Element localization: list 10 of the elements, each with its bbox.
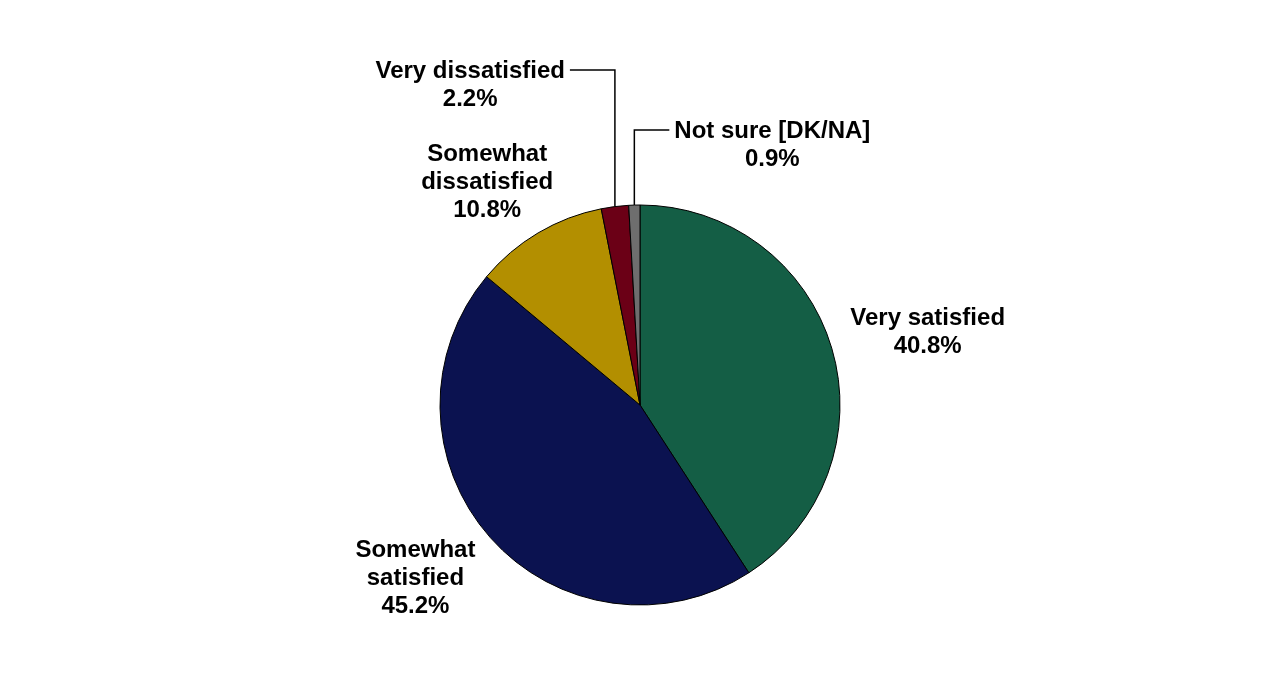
slice-label: Very dissatisfied [375,56,565,83]
slice-label: Very satisfied [850,303,1006,331]
slice-label: Not sure [DK/NA] [674,116,871,143]
data-label: 0.9% [744,144,800,171]
data-label: 40.8% [893,331,962,359]
data-label: 2.2% [442,84,498,111]
data-label: 45.2% [381,591,450,619]
data-label: 10.8% [453,195,522,223]
slice-label: Somewhat dissatisfied [421,139,554,195]
slice-label: Somewhat satisfied [355,535,476,591]
